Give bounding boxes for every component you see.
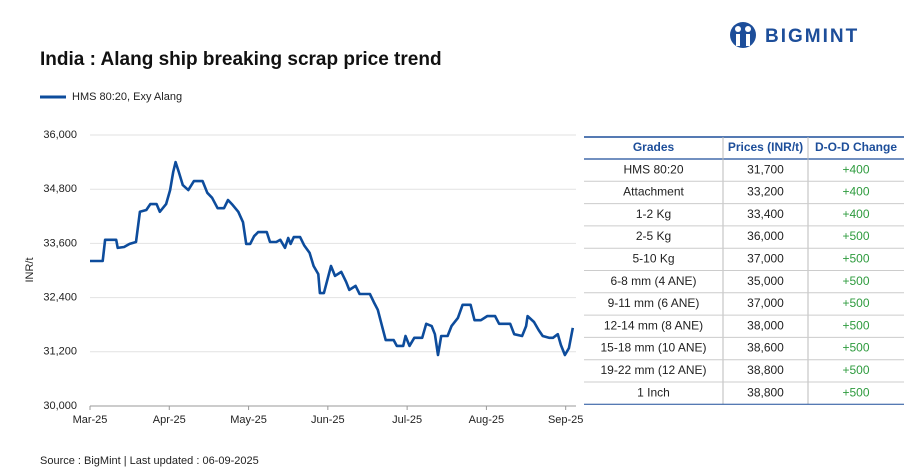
table-cell: 9-11 mm (6 ANE): [608, 296, 700, 310]
table-cell: +500: [842, 318, 869, 332]
table-cell: 5-10 Kg: [632, 252, 674, 266]
table-cell: HMS 80:20: [623, 162, 683, 176]
price-line: [90, 160, 575, 357]
table-cell: +400: [842, 162, 869, 176]
table-cell: 38,600: [747, 341, 784, 355]
table-cell: +500: [842, 296, 869, 310]
table-cell: 38,800: [747, 363, 784, 377]
table-cell: Attachment: [623, 185, 684, 199]
table-cell: +500: [842, 385, 869, 399]
table-cell: 37,000: [747, 296, 784, 310]
y-axis-label: INR/t: [24, 257, 36, 282]
logo-icon: [730, 22, 756, 48]
chart-title: India : Alang ship breaking scrap price …: [40, 49, 442, 70]
table-cell: 33,200: [747, 185, 784, 199]
table-cell: 12-14 mm (8 ANE): [604, 318, 703, 332]
x-tick-label: Jul-25: [392, 414, 422, 426]
table-cell: 35,000: [747, 274, 784, 288]
y-tick-label: 32,400: [43, 292, 77, 304]
y-tick-label: 31,200: [43, 346, 77, 358]
table-cell: 36,000: [747, 229, 784, 243]
y-tick-label: 34,800: [43, 183, 77, 195]
table-cell: 31,700: [747, 162, 784, 176]
x-tick-label: Apr-25: [153, 414, 186, 426]
table-cell: +500: [842, 252, 869, 266]
table-cell: +500: [842, 274, 869, 288]
x-tick-label: Mar-25: [73, 414, 108, 426]
table-cell: 1 Inch: [637, 385, 670, 399]
y-tick-label: 30,000: [43, 400, 77, 412]
table-cell: +400: [842, 185, 869, 199]
table-cell: 6-8 mm (4 ANE): [610, 274, 696, 288]
table-cell: 19-22 mm (12 ANE): [600, 363, 706, 377]
table-cell: 1-2 Kg: [636, 207, 671, 221]
source-note: Source : BigMint | Last updated : 06-09-…: [40, 455, 259, 467]
table-cell: +500: [842, 341, 869, 355]
table-cell: 38,800: [747, 385, 784, 399]
table-cell: +400: [842, 207, 869, 221]
x-tick-label: Sep-25: [548, 414, 583, 426]
table-cell: +500: [842, 229, 869, 243]
table-cell: 38,000: [747, 318, 784, 332]
logo-text: BIGMINT: [765, 26, 859, 47]
table-cell: 2-5 Kg: [636, 229, 671, 243]
table-cell: 15-18 mm (10 ANE): [600, 341, 706, 355]
x-tick-label: Jun-25: [311, 414, 345, 426]
table-header: D-O-D Change: [815, 140, 897, 154]
table-header: Prices (INR/t): [728, 140, 803, 154]
y-tick-label: 36,000: [43, 129, 77, 141]
legend-label: HMS 80:20, Exy Alang: [72, 91, 182, 103]
table-cell: +500: [842, 363, 869, 377]
table-header: Grades: [633, 140, 675, 154]
y-tick-label: 33,600: [43, 237, 77, 249]
table-cell: 33,400: [747, 207, 784, 221]
x-tick-label: May-25: [230, 414, 267, 426]
table-cell: 37,000: [747, 252, 784, 266]
x-tick-label: Aug-25: [469, 414, 504, 426]
